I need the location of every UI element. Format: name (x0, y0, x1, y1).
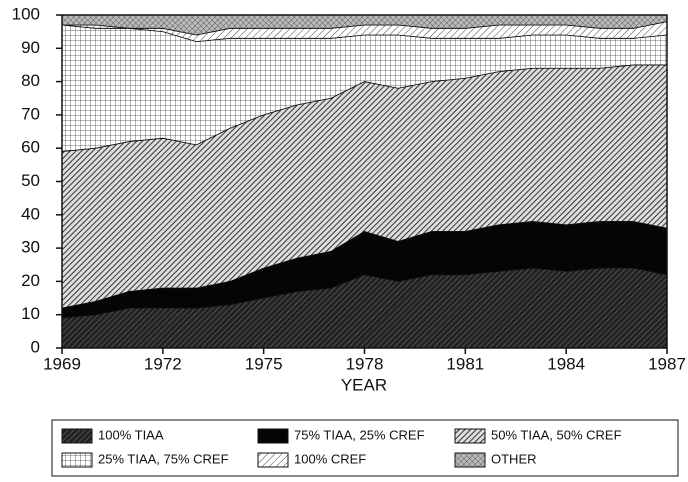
legend-label: 25% TIAA, 75% CREF (98, 451, 229, 466)
legend-label: 50% TIAA, 50% CREF (491, 427, 622, 442)
y-tick-label: 10 (21, 304, 40, 323)
legend-swatch (61, 428, 93, 444)
x-tick-label: 1972 (144, 354, 182, 373)
x-axis-label: YEAR (341, 375, 387, 394)
legend-label: 100% CREF (294, 451, 366, 466)
x-tick-label: 1984 (547, 354, 585, 373)
x-tick-label: 1969 (43, 354, 81, 373)
y-tick-label: 80 (21, 71, 40, 90)
x-tick-label: 1978 (346, 354, 384, 373)
y-tick-label: 20 (21, 271, 40, 290)
y-tick-label: 60 (21, 138, 40, 157)
x-tick-label: 1975 (245, 354, 283, 373)
y-tick-label: 40 (21, 204, 40, 223)
y-tick-label: 50 (21, 171, 40, 190)
legend-box (51, 419, 679, 477)
legend-swatch (257, 428, 289, 444)
y-tick-label: 30 (21, 238, 40, 257)
legend-swatch (61, 452, 93, 468)
x-tick-label: 1981 (446, 354, 484, 373)
legend-label: OTHER (491, 451, 537, 466)
legend-label: 75% TIAA, 25% CREF (294, 427, 425, 442)
legend-swatch (257, 452, 289, 468)
y-tick-label: 0 (31, 337, 40, 356)
legend-swatch (454, 452, 486, 468)
y-tick-label: 90 (21, 38, 40, 57)
y-tick-label: 100 (12, 4, 40, 23)
legend-swatch (454, 428, 486, 444)
y-tick-label: 70 (21, 104, 40, 123)
x-tick-label: 1987 (648, 354, 686, 373)
legend-label: 100% TIAA (98, 427, 164, 442)
